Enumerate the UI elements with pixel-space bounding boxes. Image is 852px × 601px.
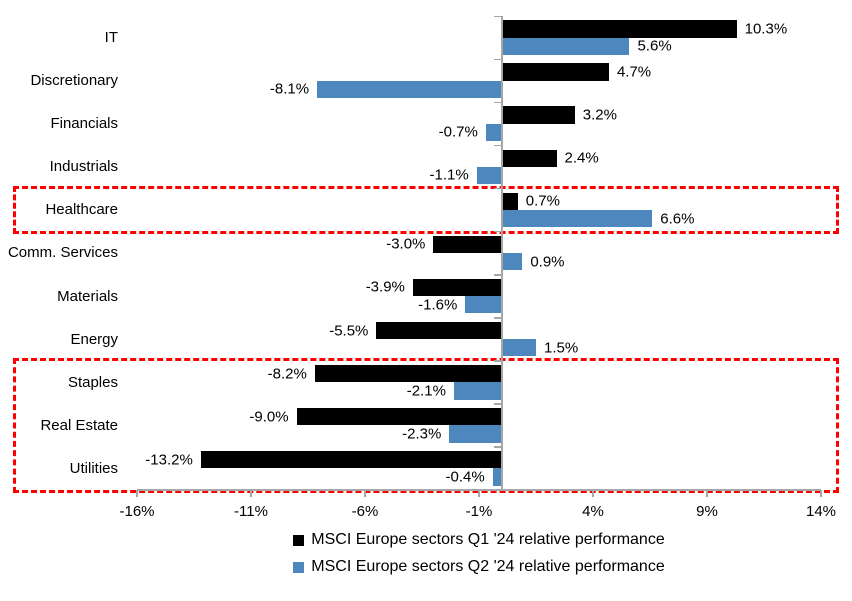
bar-q1	[200, 451, 502, 469]
bar-q1	[314, 365, 502, 383]
bar-value-label: -0.7%	[438, 123, 478, 141]
legend-swatch-q1-icon	[293, 534, 305, 546]
bar-q2	[501, 253, 523, 271]
bar-q2	[492, 468, 502, 486]
bar-q2	[501, 339, 536, 357]
x-axis-line	[137, 489, 821, 491]
bar-value-label: -8.2%	[267, 365, 307, 383]
category-label: Energy	[70, 330, 118, 348]
x-axis-tick-label: 4%	[582, 503, 604, 520]
category-label: Healthcare	[45, 201, 118, 219]
bar-value-label: 0.7%	[525, 192, 560, 210]
y-axis-tick	[493, 317, 502, 319]
category-label: IT	[104, 29, 118, 47]
y-axis-tick	[493, 446, 502, 448]
bar-q2	[317, 80, 502, 98]
bar-q2	[485, 123, 502, 141]
x-axis-tick	[820, 490, 822, 497]
bar-value-label: -3.0%	[386, 235, 426, 253]
bar-q1	[501, 20, 737, 38]
y-axis-tick	[493, 360, 502, 362]
x-axis-tick	[592, 490, 594, 497]
y-axis-tick	[493, 58, 502, 61]
bar-q2	[501, 209, 653, 228]
y-axis-line	[500, 16, 503, 490]
x-axis-tick-label: -11%	[234, 503, 268, 520]
bar-q2	[453, 382, 502, 400]
legend-label-q2: MSCI Europe sectors Q2 '24 relative perf…	[311, 558, 665, 575]
x-axis-tick-label: 9%	[696, 503, 718, 520]
category-label: Real Estate	[40, 416, 118, 434]
category-label: Staples	[67, 373, 118, 391]
x-axis-tick	[706, 490, 708, 497]
x-axis-tick-label: -6%	[351, 503, 379, 520]
bar-q2	[501, 37, 630, 55]
category-label: Comm. Services	[7, 244, 118, 262]
y-axis-tick	[493, 230, 502, 233]
x-axis-tick	[136, 490, 138, 497]
bar-value-label: 0.9%	[530, 253, 565, 271]
bar-value-label: -2.3%	[402, 425, 442, 443]
category-label: Industrials	[49, 158, 118, 176]
bar-q1	[412, 278, 502, 297]
legend-swatch-q2-icon	[293, 561, 305, 573]
bar-value-label: -5.5%	[329, 322, 369, 340]
bar-value-label: -8.1%	[269, 80, 310, 98]
bar-value-label: 5.6%	[637, 37, 672, 55]
bar-value-label: -9.0%	[249, 408, 289, 426]
bar-q1	[376, 321, 502, 340]
category-label: Materials	[57, 287, 118, 305]
x-axis-tick	[250, 490, 252, 497]
bar-value-label: -1.1%	[429, 166, 469, 184]
x-axis-tick-label: 14%	[805, 503, 837, 520]
bar-value-label: -3.9%	[365, 278, 405, 296]
legend-label-q1: MSCI Europe sectors Q1 '24 relative perf…	[311, 531, 665, 548]
bar-q2	[476, 166, 502, 185]
healthcare-highlight-box	[13, 185, 839, 235]
y-axis-tick	[493, 101, 502, 104]
bar-q1	[501, 149, 557, 167]
bar-value-label: 6.6%	[660, 210, 695, 228]
y-axis-tick	[493, 187, 502, 190]
legend: MSCI Europe sectors Q1 '24 relative perf…	[137, 531, 821, 576]
y-axis-tick	[493, 403, 502, 405]
bar-value-label: 4.7%	[616, 63, 652, 81]
y-axis-tick	[493, 144, 502, 147]
bar-q2	[465, 296, 502, 314]
category-label: Financials	[50, 115, 118, 133]
x-axis-tick	[364, 490, 366, 497]
bar-q1	[433, 235, 502, 253]
x-axis-tick-label: -16%	[119, 503, 155, 520]
category-label: Utilities	[69, 459, 118, 477]
bar-value-label: -2.1%	[406, 382, 446, 400]
x-axis-tick	[478, 490, 480, 497]
bar-q1	[501, 192, 518, 210]
bar-value-label: 1.5%	[544, 339, 579, 357]
y-axis-tick	[493, 274, 502, 276]
bar-q1	[501, 106, 575, 124]
bar-value-label: -1.6%	[418, 296, 458, 314]
bar-q1	[501, 63, 609, 81]
bar-q1	[296, 408, 502, 426]
legend-item-q1: MSCI Europe sectors Q1 '24 relative perf…	[293, 531, 665, 549]
bar-q2	[449, 425, 502, 443]
bar-value-label: 10.3%	[744, 20, 788, 38]
bar-value-label: -13.2%	[145, 451, 193, 469]
x-axis-tick-label: -1%	[465, 503, 493, 520]
defensives-highlight-box	[13, 358, 839, 493]
legend-item-q2: MSCI Europe sectors Q2 '24 relative perf…	[293, 558, 665, 576]
bar-value-label: 2.4%	[564, 149, 599, 167]
y-axis-tick	[493, 15, 502, 17]
category-label: Discretionary	[30, 72, 118, 90]
bar-value-label: 3.2%	[582, 106, 617, 124]
bar-value-label: -0.4%	[445, 468, 485, 486]
